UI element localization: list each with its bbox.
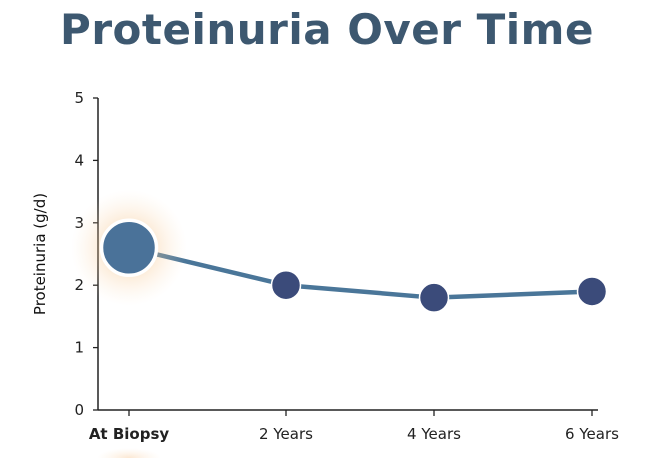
x-tick-label: 2 Years (259, 425, 313, 443)
y-tick-label: 4 (74, 151, 84, 169)
data-point (576, 276, 608, 307)
chart-title: Proteinuria Over Time (60, 5, 594, 54)
x-tick-label: At Biopsy (89, 425, 170, 443)
x-tick-label: 6 Years (565, 425, 619, 443)
y-tick-label: 0 (74, 401, 84, 419)
series-line (126, 245, 595, 300)
x-tick-label: 4 Years (407, 425, 461, 443)
y-tick-label: 2 (74, 276, 84, 294)
y-axis-label: Proteinuria (g/d) (31, 193, 49, 315)
highlighted-data-point (99, 218, 159, 278)
data-point (418, 282, 450, 313)
data-point (270, 269, 302, 301)
y-tick-label: 5 (74, 89, 84, 107)
highlight-label-glow (97, 448, 161, 458)
data-series (71, 189, 608, 313)
y-tick-label: 1 (74, 339, 84, 357)
